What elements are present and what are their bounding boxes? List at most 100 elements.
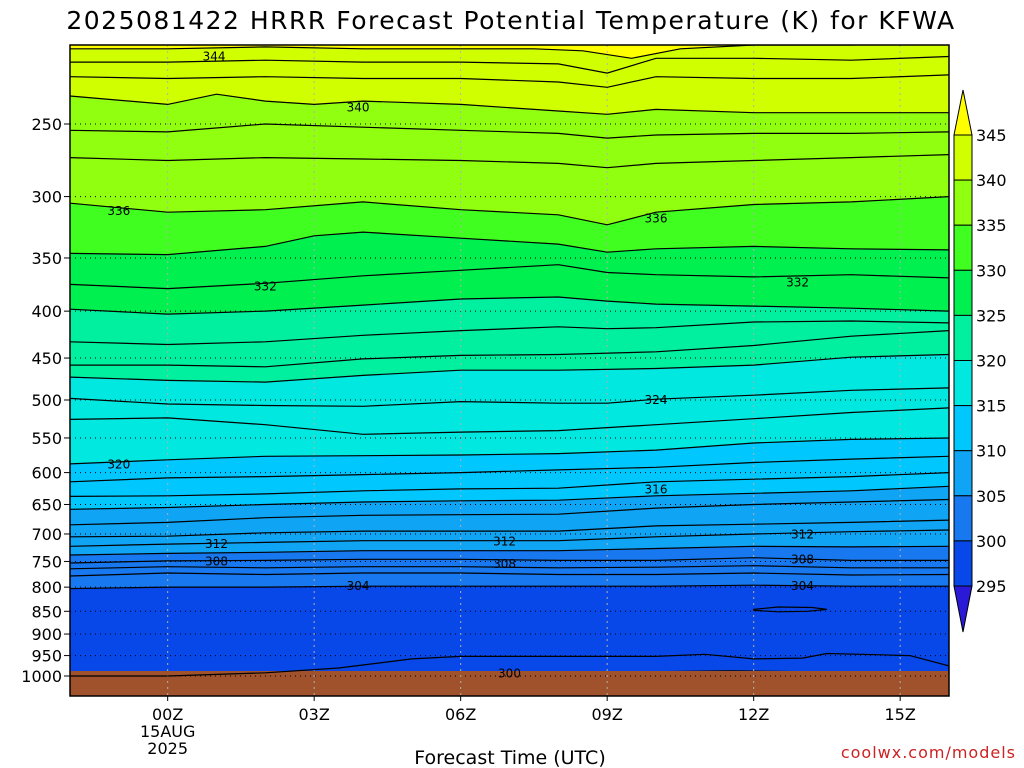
x-tick-03Z: 03Z: [299, 705, 330, 724]
contour-336: [70, 196, 949, 226]
contour-332: [70, 264, 949, 290]
contour-302: [70, 652, 949, 677]
contour-320: [70, 437, 949, 465]
colorbar: 295 300 305 310 315 320 325 330 335 340 345: [953, 89, 1007, 633]
contour-315: [70, 485, 949, 510]
x-tick-09Z: 09Z: [592, 705, 623, 724]
colorbar-label-315: 315: [976, 397, 1007, 416]
y-tick-450: 450: [31, 349, 62, 368]
y-tick-750: 750: [31, 552, 62, 571]
y-tick-300: 300: [31, 188, 62, 207]
colorbar-segment: [953, 224, 973, 271]
y-tick-400: 400: [31, 302, 62, 321]
y-axis: 250 300 350 400 450 500 550 600 650 700 750 800 850 9…: [21, 115, 70, 686]
contour-306: [70, 572, 949, 577]
x-date-label: 15AUG: [140, 722, 195, 741]
contour-label-308: 308: [493, 557, 516, 571]
contour-338: [70, 154, 949, 169]
contour-307: [70, 565, 949, 570]
colorbar-label-320: 320: [976, 352, 1007, 371]
colorbar-label-300: 300: [976, 532, 1007, 551]
colorbar-segment: [953, 360, 973, 407]
y-tick-900: 900: [31, 625, 62, 644]
contour-304: [70, 584, 949, 590]
contour-308: [70, 557, 949, 564]
contour-label-308: 308: [205, 554, 228, 568]
x-tick-06Z: 06Z: [445, 705, 476, 724]
y-tick-550: 550: [31, 429, 62, 448]
contour-label-308: 308: [791, 552, 814, 566]
contour-318: [70, 455, 949, 483]
y-tick-700: 700: [31, 525, 62, 544]
colorbar-segment: [953, 134, 973, 181]
contour-label-312: 312: [493, 534, 516, 548]
ground-surface: [70, 671, 949, 696]
plot-frame: [69, 44, 950, 697]
contour-fill-layer: [70, 45, 949, 696]
y-tick-950: 950: [31, 647, 62, 666]
contour-340: [70, 93, 949, 115]
contour-label-324: 324: [645, 393, 668, 407]
contour-325: [70, 353, 949, 383]
contour-342: [70, 55, 949, 74]
contour-313: [70, 519, 949, 538]
contour-324: [70, 387, 949, 407]
colorbar-segment: [953, 405, 973, 452]
contour-310: [70, 545, 949, 556]
contour-316: [70, 472, 949, 497]
colorbar-label-305: 305: [976, 487, 1007, 506]
chart-title: 2025081422 HRRR Forecast Potential Tempe…: [66, 6, 955, 35]
contour-341: [70, 74, 949, 88]
contour-label-336: 336: [645, 212, 668, 226]
contour-label-336: 336: [107, 204, 130, 218]
x-tick-15Z: 15Z: [885, 705, 916, 724]
contour-304-loop: [753, 606, 827, 613]
contour-330: [70, 296, 949, 315]
contour-314: [70, 498, 949, 526]
colorbar-label-335: 335: [976, 216, 1007, 235]
y-tick-350: 350: [31, 249, 62, 268]
contour-label-332: 332: [786, 275, 809, 289]
contour-322: [70, 407, 949, 435]
y-tick-500: 500: [31, 391, 62, 410]
y-tick-850: 850: [31, 602, 62, 621]
colorbar-segment: [953, 540, 973, 587]
colorbar-segment: [953, 179, 973, 226]
y-tick-600: 600: [31, 464, 62, 483]
x-tick-00Z: 00Z: [152, 705, 183, 724]
colorbar-extend-top: [953, 89, 973, 136]
y-tick-650: 650: [31, 495, 62, 514]
contour-label-300: 300: [498, 667, 521, 681]
contour-label-312: 312: [205, 537, 228, 551]
contour-label-304: 304: [791, 579, 814, 593]
x-axis-label: Forecast Time (UTC): [414, 747, 605, 768]
contour-label-316: 316: [645, 482, 668, 496]
colorbar-label-325: 325: [976, 306, 1007, 325]
contour-label-332: 332: [254, 280, 277, 294]
colorbar-label-330: 330: [976, 261, 1007, 280]
contour-lines-layer: [70, 45, 949, 677]
colorbar-segment: [953, 495, 973, 542]
contour-344: [70, 45, 881, 59]
credit-link[interactable]: coolwx.com/models: [841, 743, 1016, 762]
contour-334: [70, 231, 949, 256]
colorbar-label-310: 310: [976, 442, 1007, 461]
contour-339: [70, 123, 949, 139]
contour-312: [70, 529, 949, 547]
colorbar-label-345: 345: [976, 126, 1007, 145]
contour-label-304: 304: [347, 579, 370, 593]
x-tick-12Z: 12Z: [738, 705, 769, 724]
x-date-label: 2025: [147, 739, 188, 758]
colorbar-extend-bottom: [953, 585, 973, 633]
y-tick-800: 800: [31, 578, 62, 597]
band-300-305: [70, 585, 949, 696]
y-tick-250: 250: [31, 115, 62, 134]
colorbar-label-340: 340: [976, 171, 1007, 190]
contour-labels: 344 340 336 336 332 332 324 320 316 312 312 312 308 3…: [107, 49, 814, 681]
colorbar-segment: [953, 450, 973, 497]
contour-326: [70, 330, 949, 368]
colorbar-segment: [953, 269, 973, 316]
colorbar-segment: [953, 314, 973, 361]
